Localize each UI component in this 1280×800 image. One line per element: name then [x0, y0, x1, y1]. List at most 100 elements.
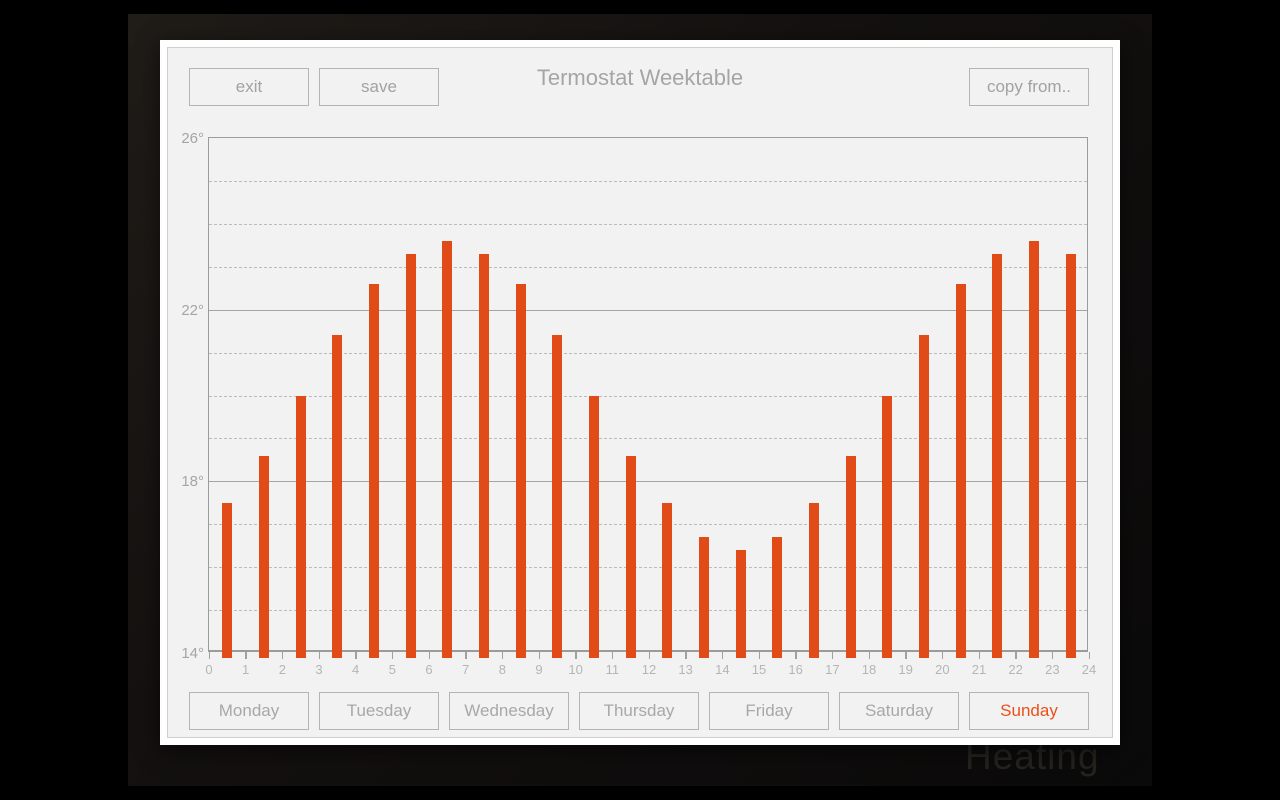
y-tick-label-22: 22°	[181, 301, 204, 319]
gridline-25	[209, 180, 1087, 182]
day-button-saturday[interactable]: Saturday	[839, 692, 959, 730]
temp-bar-hour-7[interactable]	[479, 253, 489, 658]
x-tick-11	[611, 652, 614, 659]
day-button-thursday[interactable]: Thursday	[579, 692, 699, 730]
temp-bar-hour-5[interactable]	[405, 253, 416, 658]
x-tick-5	[391, 652, 394, 659]
x-tick-label-3: 3	[315, 662, 323, 677]
day-button-wednesday[interactable]: Wednesday	[449, 692, 569, 730]
save-button[interactable]: save	[319, 68, 439, 106]
x-tick-label-17: 17	[825, 662, 840, 677]
y-tick-label-26: 26°	[181, 130, 204, 147]
x-tick-7	[465, 652, 467, 659]
gridline-18	[209, 481, 1087, 483]
gridline-20	[209, 395, 1087, 397]
page-title: Termostat Weektable	[536, 65, 744, 90]
x-tick-20	[941, 652, 944, 659]
x-tick-label-10: 10	[568, 662, 583, 677]
x-tick-label-1: 1	[242, 662, 250, 677]
x-tick-label-11: 11	[605, 662, 620, 677]
temp-bar-hour-22[interactable]	[1029, 241, 1039, 658]
temp-bar-hour-18[interactable]	[882, 395, 893, 658]
x-tick-label-18: 18	[861, 662, 877, 677]
temp-bar-hour-14[interactable]	[735, 550, 746, 658]
temp-bar-hour-9[interactable]	[552, 335, 563, 658]
x-tick-13	[685, 652, 687, 659]
thermostat-dialog-content: exit save Termostat Weektable copy from.…	[167, 47, 1113, 738]
x-tick-label-22: 22	[1008, 662, 1023, 677]
temp-bar-hour-10[interactable]	[589, 395, 599, 658]
x-tick-label-8: 8	[498, 662, 506, 677]
temp-bar-hour-23[interactable]	[1065, 253, 1076, 658]
temp-bar-hour-6[interactable]	[442, 241, 453, 658]
x-tick-label-7: 7	[462, 662, 470, 677]
temp-bar-hour-8[interactable]	[515, 283, 526, 658]
gridline-23	[209, 266, 1087, 268]
x-tick-label-6: 6	[425, 662, 433, 677]
x-tick-12	[648, 652, 650, 659]
x-tick-label-23: 23	[1045, 662, 1060, 677]
temp-bar-hour-0[interactable]	[222, 502, 233, 658]
temp-bar-hour-2[interactable]	[295, 395, 306, 658]
x-tick-23	[1051, 652, 1054, 659]
x-tick-16	[795, 652, 797, 659]
x-tick-label-12: 12	[641, 662, 657, 677]
temp-bar-hour-12[interactable]	[662, 502, 673, 658]
temp-bar-hour-16[interactable]	[809, 502, 819, 658]
x-tick-label-2: 2	[278, 662, 286, 677]
x-tick-17	[831, 652, 834, 659]
gridline-21	[209, 352, 1087, 354]
x-tick-24	[1088, 652, 1090, 659]
day-button-tuesday[interactable]: Tuesday	[319, 692, 439, 730]
x-tick-label-14: 14	[715, 662, 730, 677]
x-tick-9	[538, 652, 540, 659]
x-tick-label-19: 19	[898, 662, 913, 677]
x-tick-label-0: 0	[205, 662, 213, 677]
x-tick-6	[428, 652, 430, 659]
gridline-19	[209, 438, 1087, 440]
x-tick-0	[208, 652, 210, 659]
x-tick-label-16: 16	[788, 662, 803, 677]
y-tick-label-18: 18°	[181, 473, 204, 491]
temp-bar-hour-20[interactable]	[955, 283, 966, 658]
temp-bar-hour-3[interactable]	[332, 335, 343, 658]
gridline-22	[209, 309, 1087, 311]
x-tick-2	[281, 652, 284, 659]
copy-from-button[interactable]: copy from..	[969, 68, 1089, 106]
x-tick-4	[355, 652, 357, 659]
x-tick-label-13: 13	[678, 662, 693, 677]
thermostat-dialog: exit save Termostat Weektable copy from.…	[160, 40, 1120, 745]
temp-bar-hour-17[interactable]	[845, 455, 856, 658]
temp-bar-hour-19[interactable]	[919, 335, 929, 658]
x-tick-18	[868, 652, 870, 659]
x-tick-10	[575, 652, 577, 659]
temp-bar-hour-13[interactable]	[699, 537, 709, 658]
gridline-16	[209, 567, 1087, 569]
temp-bar-hour-11[interactable]	[625, 455, 636, 658]
gridline-24	[209, 223, 1087, 225]
x-tick-8	[501, 652, 504, 659]
y-tick-label-14: 14°	[181, 645, 204, 662]
x-tick-label-15: 15	[751, 662, 767, 677]
x-tick-19	[905, 652, 907, 659]
x-tick-22	[1015, 652, 1017, 659]
temp-bar-hour-4[interactable]	[369, 283, 379, 658]
x-tick-label-20: 20	[935, 662, 950, 677]
exit-button[interactable]: exit	[189, 68, 309, 106]
x-tick-label-4: 4	[352, 662, 360, 677]
day-button-friday[interactable]: Friday	[709, 692, 829, 730]
x-tick-label-5: 5	[388, 662, 396, 677]
x-tick-3	[318, 652, 320, 659]
day-button-sunday[interactable]: Sunday	[969, 692, 1089, 730]
x-tick-label-24: 24	[1081, 662, 1097, 677]
temp-bar-hour-1[interactable]	[259, 455, 269, 658]
x-tick-label-21: 21	[971, 662, 987, 677]
temp-bar-hour-15[interactable]	[772, 537, 783, 658]
gridline-17	[209, 524, 1087, 526]
day-button-monday[interactable]: Monday	[189, 692, 309, 730]
plot-area: 26° 22° 18° 14° 0 1 2 3 4 5 6 7 8 9 10 11 12 13 14 15 16 17 18…	[181, 130, 1096, 677]
x-tick-14	[721, 652, 724, 659]
temp-bar-hour-21[interactable]	[992, 253, 1003, 658]
x-tick-1	[245, 652, 247, 659]
x-tick-label-9: 9	[535, 662, 543, 677]
